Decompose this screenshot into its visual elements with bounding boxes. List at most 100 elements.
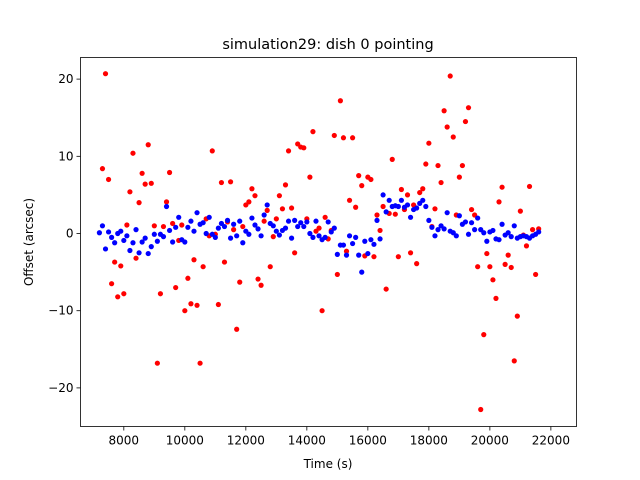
series-1-point bbox=[301, 145, 307, 151]
series-1-point bbox=[148, 180, 154, 186]
series-1-point bbox=[173, 284, 179, 291]
series-2-point bbox=[206, 214, 212, 220]
series-1-point bbox=[392, 211, 398, 217]
series-1-point bbox=[420, 186, 426, 192]
series-2-point bbox=[212, 234, 218, 240]
series-1-point bbox=[112, 259, 118, 265]
series-1-point bbox=[200, 264, 206, 270]
series-1-point bbox=[407, 250, 414, 256]
series-2-point bbox=[182, 239, 188, 245]
series-2-point bbox=[481, 230, 487, 236]
series-2-point bbox=[148, 244, 154, 250]
series-2-point bbox=[398, 197, 405, 203]
series-2-point bbox=[420, 197, 426, 203]
x-tick-label: 20000 bbox=[471, 434, 509, 448]
series-2-point bbox=[145, 250, 151, 257]
y-tick-label: 0 bbox=[66, 227, 74, 241]
series-2-point bbox=[505, 230, 511, 236]
series-2-point bbox=[334, 251, 340, 257]
series-2-point bbox=[322, 234, 328, 240]
series-2-point bbox=[124, 233, 130, 239]
series-1-point bbox=[163, 199, 170, 205]
series-1-point bbox=[523, 243, 530, 249]
series-1-point bbox=[246, 199, 252, 205]
series-2-point bbox=[536, 229, 542, 235]
series-2-point bbox=[154, 238, 160, 244]
series-1-point bbox=[276, 193, 282, 199]
series-2-point bbox=[316, 233, 322, 239]
series-1-point bbox=[395, 254, 401, 260]
series-1-point bbox=[170, 220, 176, 227]
series-1-point bbox=[191, 257, 197, 263]
series-2-point bbox=[484, 238, 490, 244]
series-1-point bbox=[404, 192, 411, 198]
series-1-point bbox=[133, 255, 139, 261]
series-1-point bbox=[240, 223, 246, 230]
series-2-point bbox=[282, 225, 289, 231]
series-1-point bbox=[350, 135, 356, 141]
series-1-point bbox=[356, 173, 362, 179]
series-1-point bbox=[493, 295, 499, 301]
series-1-point bbox=[529, 227, 536, 233]
series-1-point bbox=[331, 132, 337, 139]
series-2-point bbox=[404, 202, 411, 208]
series-1-point bbox=[426, 140, 432, 146]
series-2-point bbox=[328, 229, 334, 235]
series-2-point bbox=[102, 246, 109, 252]
series-1-point bbox=[270, 234, 276, 240]
series-2-point bbox=[109, 234, 115, 240]
series-2-point bbox=[231, 221, 237, 227]
series-2-point bbox=[356, 252, 362, 258]
series-1-point bbox=[322, 214, 328, 220]
series-2-point bbox=[383, 209, 389, 215]
series-2-point bbox=[99, 223, 106, 229]
series-1-point bbox=[462, 118, 469, 125]
series-2-point bbox=[441, 226, 447, 232]
series-2-point bbox=[368, 237, 374, 243]
series-2-point bbox=[423, 203, 429, 210]
series-2-point bbox=[166, 227, 173, 234]
series-2-point bbox=[301, 223, 307, 230]
series-2-point bbox=[313, 218, 319, 224]
series-1-point bbox=[188, 301, 194, 307]
series-2-point bbox=[325, 219, 331, 225]
series-1-point bbox=[319, 308, 325, 314]
series-2-point bbox=[151, 231, 157, 237]
series-2-point bbox=[453, 233, 459, 239]
series-2-point bbox=[173, 224, 179, 230]
series-1-point bbox=[231, 227, 237, 233]
series-1-point bbox=[102, 71, 109, 77]
series-1-point bbox=[438, 179, 444, 186]
series-1-point bbox=[514, 313, 520, 319]
y-tick-label: 20 bbox=[58, 72, 73, 86]
series-2-point bbox=[386, 197, 392, 203]
series-2-point bbox=[136, 250, 142, 256]
series-2-point bbox=[499, 221, 505, 227]
series-2-point bbox=[194, 210, 200, 216]
series-1-point bbox=[441, 108, 447, 114]
series-1-point bbox=[166, 169, 173, 176]
x-tick-label: 22000 bbox=[532, 434, 570, 448]
series-1-point bbox=[267, 264, 273, 270]
points-layer bbox=[96, 71, 542, 413]
series-1-point bbox=[255, 276, 261, 282]
series-2-point bbox=[203, 230, 209, 237]
series-2-point bbox=[160, 234, 167, 240]
series-1-point bbox=[227, 179, 234, 185]
series-1-point bbox=[221, 259, 228, 265]
series-1-point bbox=[145, 142, 151, 148]
series-1-point bbox=[261, 218, 267, 224]
series-2-point bbox=[96, 230, 103, 236]
series-1-point bbox=[496, 199, 502, 205]
series-1-point bbox=[334, 271, 340, 278]
series-2-point bbox=[350, 240, 356, 247]
series-1-point bbox=[478, 406, 484, 413]
x-axis-label: Time (s) bbox=[303, 457, 353, 471]
series-2-point bbox=[380, 192, 386, 198]
series-1-point bbox=[490, 277, 496, 283]
series-1-point bbox=[505, 252, 511, 258]
series-1-point bbox=[398, 186, 405, 193]
series-2-point bbox=[112, 240, 118, 246]
series-2-point bbox=[426, 217, 432, 223]
series-2-point bbox=[261, 212, 267, 218]
